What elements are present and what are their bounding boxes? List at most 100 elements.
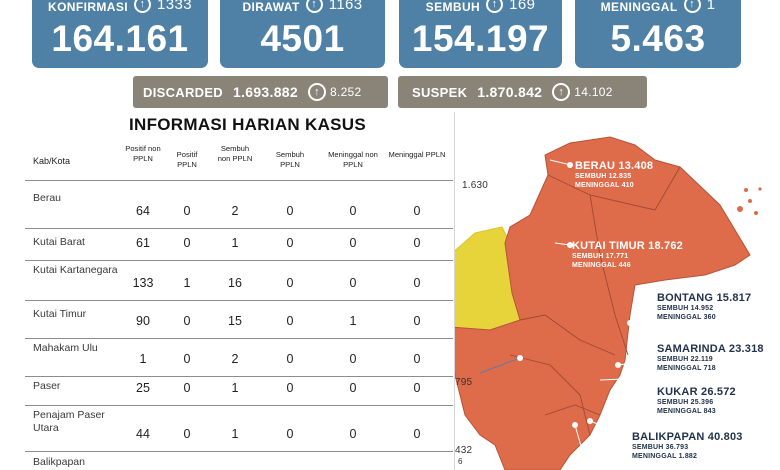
pill-value: 1.693.882 (232, 84, 298, 100)
table-cell-value: 16 (228, 276, 242, 290)
arrow-up-icon: ↑ (683, 0, 701, 13)
table-cell-value: 0 (183, 352, 191, 366)
stat-card-sembuh: SEMBUH ↑ 169 154.197 (399, 0, 562, 68)
map-marker (615, 362, 621, 368)
header-col: Sembuh PPLN (275, 150, 305, 169)
table-cell-kab: Kutai Timur (33, 308, 87, 320)
region-map (450, 136, 762, 470)
map-label-samarinda: SAMARINDA 23.318 SEMBUH 22.119 MENINGGAL… (657, 343, 764, 372)
map-marker (567, 242, 573, 248)
table-cell-value: 0 (183, 427, 191, 441)
map-fragment: 6 (458, 457, 463, 466)
table-cell-value: 0 (183, 204, 191, 218)
map-border (544, 404, 601, 416)
table-cell-value: 61 (136, 236, 150, 250)
table-cell-value: 0 (286, 204, 294, 218)
table-cell-value: 0 (413, 204, 421, 218)
table-title: INFORMASI HARIAN KASUS (128, 115, 367, 134)
map-label-berau: BERAU 13.408 SEMBUH 12.835 MENINGGAL 410 (575, 160, 654, 189)
map-island (754, 211, 758, 215)
stat-increase: 169 (509, 0, 536, 13)
map-landmass (450, 136, 751, 470)
table-cell-value: 44 (136, 427, 150, 441)
map-leader-line (629, 309, 646, 324)
daily-cases-table: INFORMASI HARIAN KASUS Kab/Kota Positif … (20, 112, 455, 470)
table-cell-value: 2 (231, 204, 239, 218)
table-cell-value: 0 (413, 276, 421, 290)
pill-value: 1.870.842 (477, 84, 543, 100)
stat-label: MENINGGAL (600, 0, 678, 14)
map-leader-line (617, 360, 649, 366)
table-cell-value: 0 (349, 352, 357, 366)
arrow-up-icon: ↑ (307, 83, 326, 101)
stat-label: DIRAWAT (242, 0, 300, 14)
table-cell-kab: Berau (33, 192, 62, 204)
table-cell-kab: Kutai Barat (33, 236, 85, 248)
table-cell-kab: Balikpapan (33, 456, 85, 468)
stat-increase: 1333 (157, 0, 192, 13)
table-cell-value: 133 (132, 276, 154, 290)
table-cell-value: 1 (183, 276, 191, 290)
table-cell-value: 0 (349, 236, 357, 250)
table-cell-value: 0 (413, 381, 421, 395)
map-marker (627, 320, 633, 326)
row-divider (25, 376, 453, 377)
table-cell-value: 0 (349, 381, 357, 395)
map-border (509, 354, 591, 436)
row-divider (25, 405, 453, 406)
table-cell-value: 25 (136, 381, 150, 395)
header-col: Meninggal PPLN (388, 150, 446, 159)
map-border (547, 166, 681, 211)
map-marker (567, 162, 573, 168)
table-cell-value: 0 (286, 276, 294, 290)
map-marker (572, 422, 578, 428)
map-label-kukar: KUKAR 26.572 SEMBUH 25.396 MENINGGAL 843 (657, 386, 736, 415)
table-cell-value: 0 (286, 427, 294, 441)
map-island (737, 206, 743, 212)
table-cell-value: 0 (413, 427, 421, 441)
map-border (519, 314, 616, 356)
map-leader-line (479, 357, 521, 374)
map-fragment: 795 (455, 377, 473, 388)
row-divider (25, 300, 453, 301)
stat-increase: 1163 (328, 0, 363, 13)
row-divider (25, 451, 453, 452)
map-label-balikpapan: BALIKPAPAN 40.803 SEMBUH 36.793 MENINGGA… (632, 431, 743, 460)
map-label-kutai-timur: KUTAI TIMUR 18.762 SEMBUH 17.771 MENINGG… (572, 240, 683, 269)
table-cell-value: 0 (286, 236, 294, 250)
row-divider (25, 228, 453, 229)
stat-card-meninggal: MENINGGAL ↑ 1 5.463 (575, 0, 741, 68)
map-leader-line (589, 420, 627, 436)
map-island (748, 199, 752, 203)
pill-label: SUSPEK (412, 84, 468, 100)
map-label-bontang: BONTANG 15.817 SEMBUH 14.952 MENINGGAL 3… (657, 292, 752, 321)
header-kab: Kab/Kota (33, 156, 71, 166)
map-fragment: 432 (455, 445, 473, 456)
stat-value: 154.197 (411, 18, 550, 59)
table-cell-value: 64 (136, 204, 150, 218)
map-island (758, 187, 762, 191)
table-cell-value: 0 (183, 314, 191, 328)
table-cell-value: 15 (228, 314, 242, 328)
discarded-pill: DISCARDED 1.693.882 ↑ 8.252 (133, 76, 388, 108)
table-cell-value: 90 (136, 314, 150, 328)
stat-card-konfirmasi: KONFIRMASI ↑ 1333 164.161 (32, 0, 208, 68)
map-island (744, 188, 748, 192)
header-col: Positif PPLN (176, 150, 198, 169)
table-cell-kab: Penajam Paser Utara (33, 409, 105, 434)
map-fragment: 1.630 (462, 180, 489, 191)
table-cell-value: 0 (286, 314, 294, 328)
header-col: Meninggal non PPLN (328, 150, 378, 169)
arrow-up-icon: ↑ (305, 0, 323, 13)
header-col: Positif non PPLN (125, 144, 161, 163)
pill-label: DISCARDED (143, 84, 223, 100)
table-header: Kab/Kota Positif non PPLN Positif PPLN S… (20, 142, 455, 198)
map-marker (587, 418, 593, 424)
suspek-pill: SUSPEK 1.870.842 ↑ 14.102 (398, 76, 647, 108)
table-cell-value: 0 (413, 352, 421, 366)
table-cell-kab: Kutai Kartanegara (33, 264, 118, 276)
stat-value: 5.463 (610, 18, 706, 59)
table-cell-value: 0 (349, 204, 357, 218)
row-divider (25, 180, 453, 181)
table-cell-kab: Paser (33, 380, 61, 392)
